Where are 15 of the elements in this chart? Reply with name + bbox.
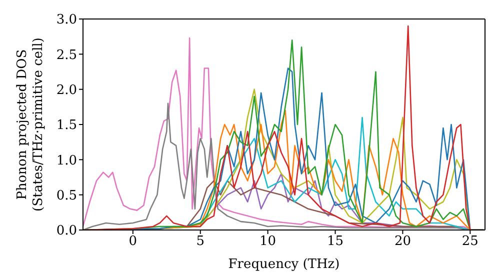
x-tick-label: 20 (394, 234, 411, 250)
x-tick-label: 10 (260, 234, 276, 250)
x-tick-label: 25 (462, 234, 478, 250)
y-tick-label: 0.5 (56, 188, 77, 204)
y-tick-label: 1.0 (56, 153, 77, 168)
x-tick-label: 5 (196, 234, 205, 250)
x-tick-label: 0 (128, 234, 138, 250)
y-tick-label: 1.5 (56, 118, 77, 134)
x-tick-label: 15 (326, 234, 344, 250)
y-tick-label: 0.0 (56, 224, 77, 239)
y-axis-title: Phonon projected DOS (States/THz·primitive cell) (15, 37, 46, 212)
y-tick-label: 3.0 (56, 12, 77, 28)
x-axis-title: Frequency (THz) (228, 257, 340, 272)
y-tick-label: 2.0 (56, 82, 77, 98)
y-tick-label: 2.5 (56, 48, 77, 63)
